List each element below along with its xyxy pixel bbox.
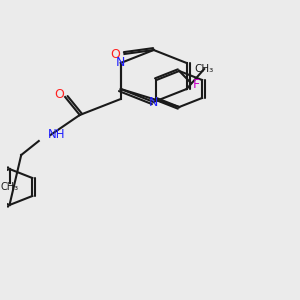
Text: O: O — [54, 88, 64, 101]
Text: CH₃: CH₃ — [0, 182, 19, 192]
Text: NH: NH — [48, 128, 65, 142]
Text: N: N — [149, 95, 158, 109]
Text: O: O — [111, 47, 121, 61]
Text: N: N — [116, 56, 125, 70]
Text: CH₃: CH₃ — [195, 64, 214, 74]
Text: F: F — [193, 79, 200, 92]
